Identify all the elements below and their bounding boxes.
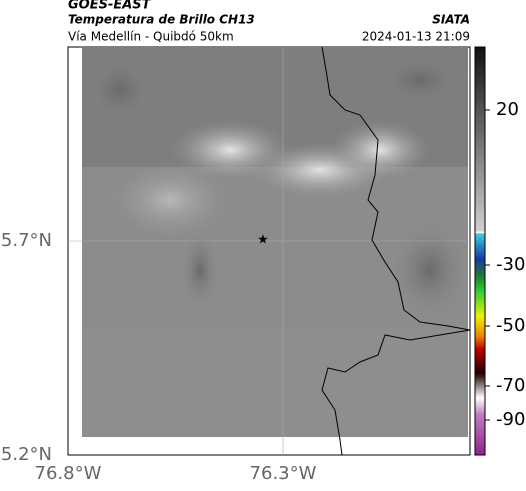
colorbar-label: -90	[496, 409, 525, 430]
lon-tick-label: 76.8°W	[35, 463, 102, 484]
colorbar-label: -30	[496, 254, 525, 275]
lon-tick-label: 76.3°W	[250, 463, 317, 484]
lat-tick-label: 5.2°N	[1, 444, 52, 465]
region-label: Vía Medellín - Quibdó 50km	[68, 30, 234, 44]
border-line	[321, 46, 471, 331]
border-line	[321, 329, 471, 456]
location-marker: ★	[257, 233, 269, 248]
source-label: SIATA	[432, 13, 470, 27]
satellite-image	[82, 47, 468, 437]
colorbar-ticks	[485, 109, 490, 421]
colorbar	[474, 46, 486, 456]
product-title: Temperatura de Brillo CH13	[68, 13, 255, 27]
colorbar-label: -70	[496, 375, 525, 396]
colorbar-label: 20	[496, 99, 519, 120]
datetime-label: 2024-01-13 21:09	[362, 30, 470, 44]
lat-tick-label: 5.7°N	[1, 230, 52, 251]
satellite-title: GOES-EAST	[68, 0, 152, 13]
colorbar-label: -50	[496, 315, 525, 336]
